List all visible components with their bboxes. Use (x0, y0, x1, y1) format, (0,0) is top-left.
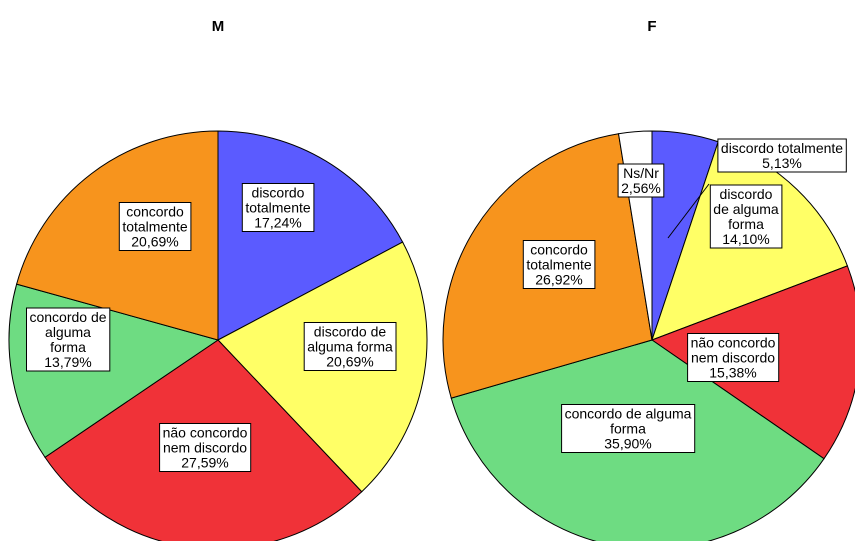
slice-label-box (522, 240, 596, 289)
slice-label-box (561, 404, 696, 453)
chart-title: M (212, 18, 225, 35)
slice-label-text: concordo totalmente 26,92% (526, 242, 592, 288)
slice-label-text: concordo de alguma forma 35,90% (565, 406, 692, 452)
slice-label-text: concordo de alguma forma 13,79% (29, 309, 106, 370)
slice-label-nao-concordo-nem-discordo: não concordo nem discordo 27,59% (159, 423, 252, 472)
slice-label-text: não concordo nem discordo 27,59% (163, 425, 248, 471)
slice-label-discordo-totalmente: discordo totalmente 17,24% (241, 183, 315, 232)
slice-label-discordo-de-alguma-forma: discordo de alguma forma 14,10% (709, 184, 783, 249)
slice-label-ns-nr: Ns/Nr 2,56% (617, 163, 665, 198)
slice-label-box (118, 202, 192, 251)
slice-label-discordo-totalmente: discordo totalmente 5,13% (667, 138, 847, 239)
slice-label-box (687, 333, 780, 382)
slice-label-nao-concordo-nem-discordo: não concordo nem discordo 15,38% (687, 333, 780, 382)
slice-label-discordo-de-alguma-forma: discordo de alguma forma 20,69% (303, 322, 397, 371)
slice-label-text: discordo de alguma forma 20,69% (307, 324, 393, 370)
label-leader-line (667, 183, 710, 239)
slice-label-box (26, 307, 111, 372)
slice-label-text: discordo totalmente 17,24% (245, 185, 311, 231)
slice-label-text: discordo de alguma forma 14,10% (713, 186, 779, 247)
slice-label-box (617, 163, 665, 198)
slice-label-box (159, 423, 252, 472)
slice-label-concordo-totalmente: concordo totalmente 26,92% (522, 240, 596, 289)
slice-label-box (241, 183, 315, 232)
slice-label-concordo-de-alguma-forma: concordo de alguma forma 13,79% (26, 307, 111, 372)
slice-label-text: Ns/Nr 2,56% (621, 165, 661, 196)
slice-label-concordo-totalmente: concordo totalmente 20,69% (118, 202, 192, 251)
slice-label-box (303, 322, 397, 371)
pie-slice-concordo-totalmente (16, 130, 219, 341)
slice-label-text: concordo totalmente 20,69% (122, 204, 188, 250)
slice-label-concordo-de-alguma-forma: concordo de alguma forma 35,90% (561, 404, 696, 453)
slice-label-text: discordo totalmente 5,13% (721, 140, 843, 171)
slice-label-text: não concordo nem discordo 15,38% (691, 335, 776, 381)
slice-label-box (709, 184, 783, 249)
chart-title: F (647, 18, 656, 35)
slice-label-box (717, 138, 847, 173)
